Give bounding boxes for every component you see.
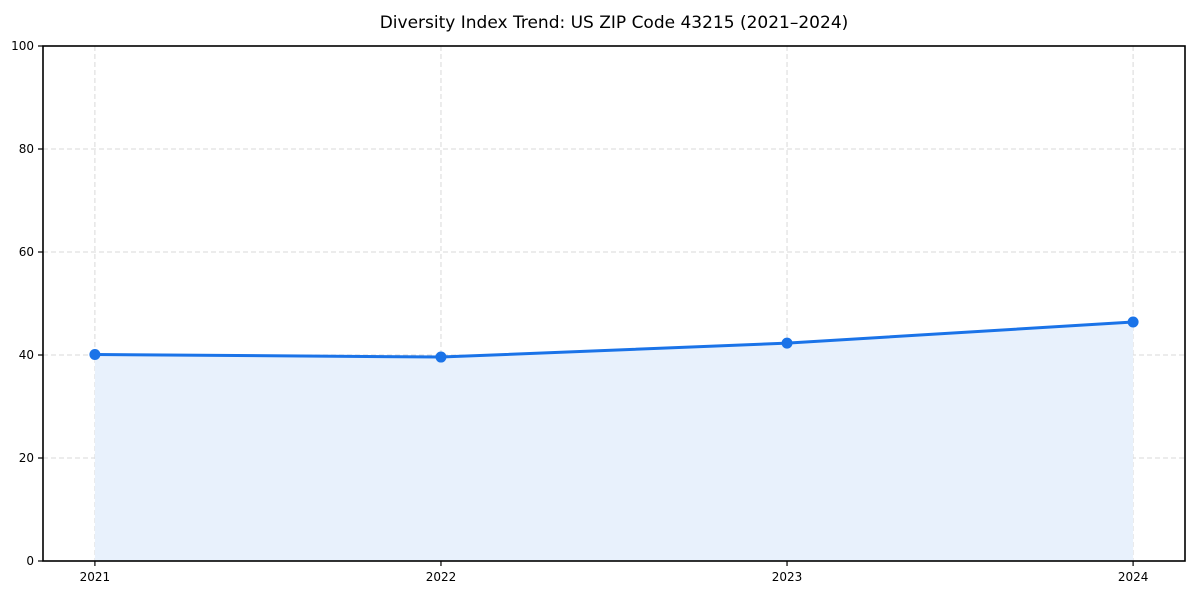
trend-line <box>93 320 1135 359</box>
y-tick-label: 80 <box>19 142 34 156</box>
y-tick-label: 0 <box>26 554 34 568</box>
data-point-marker <box>435 351 447 363</box>
plot-border <box>42 45 1186 562</box>
data-point-marker <box>781 337 793 349</box>
y-tick-label: 100 <box>11 39 34 53</box>
data-point-marker <box>1127 316 1139 328</box>
x-tick-label: 2022 <box>426 570 457 584</box>
y-tick-label: 60 <box>19 245 34 259</box>
y-tick-label: 40 <box>19 348 34 362</box>
y-tick-label: 20 <box>19 451 34 465</box>
data-point-marker <box>89 348 101 360</box>
area-fill <box>94 322 1134 561</box>
x-tick-label: 2023 <box>772 570 803 584</box>
x-tick-label: 2021 <box>80 570 111 584</box>
chart-title: Diversity Index Trend: US ZIP Code 43215… <box>380 13 849 33</box>
x-tick-label: 2024 <box>1118 570 1149 584</box>
